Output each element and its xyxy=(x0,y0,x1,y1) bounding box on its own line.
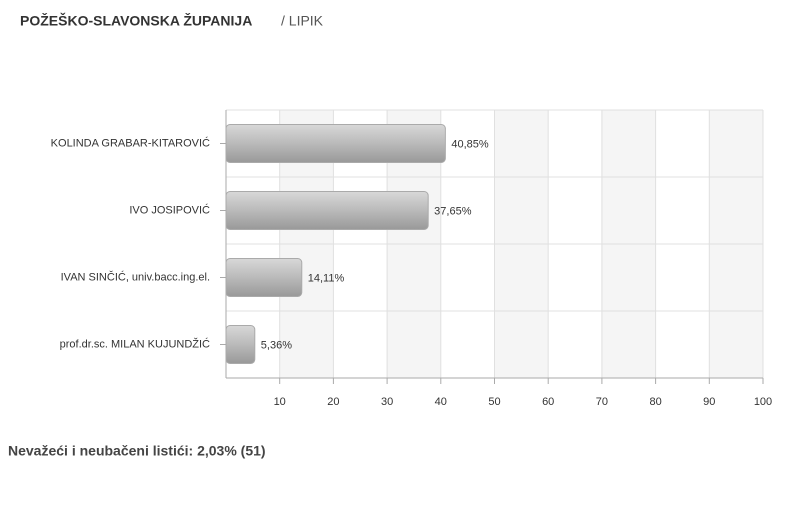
bar xyxy=(225,258,303,297)
data-label: 5,36% xyxy=(261,339,292,351)
x-tick-label: 30 xyxy=(381,396,393,408)
x-tick-label: 60 xyxy=(542,396,554,408)
chart-subtitle: / LIPIK xyxy=(281,13,324,29)
data-label: 37,65% xyxy=(434,205,472,217)
x-tick-label: 50 xyxy=(488,396,500,408)
x-tick-label: 90 xyxy=(703,396,715,408)
data-label: 14,11% xyxy=(308,272,345,284)
y-tick-label: KOLINDA GRABAR-KITAROVIĆ xyxy=(51,136,210,149)
x-tick-label: 40 xyxy=(435,396,447,408)
bar xyxy=(225,325,256,364)
y-tick-label: prof.dr.sc. MILAN KUJUNDŽIĆ xyxy=(60,337,210,350)
chart-title: POŽEŠKO-SLAVONSKA ŽUPANIJA xyxy=(20,12,252,29)
bar xyxy=(225,191,429,230)
bar xyxy=(225,124,446,163)
y-tick-label: IVO JOSIPOVIĆ xyxy=(129,203,210,216)
x-tick-label: 10 xyxy=(274,396,286,408)
x-tick-label: 80 xyxy=(649,396,661,408)
x-tick-label: 70 xyxy=(596,396,608,408)
x-tick-label: 100 xyxy=(754,396,772,408)
data-label: 40,85% xyxy=(451,138,489,150)
note: Nevažeći i neubačeni listići: 2,03% (51) xyxy=(8,443,266,459)
x-tick-label: 20 xyxy=(327,396,339,408)
y-tick-label: IVAN SINČIĆ, univ.bacc.ing.el. xyxy=(61,270,210,283)
